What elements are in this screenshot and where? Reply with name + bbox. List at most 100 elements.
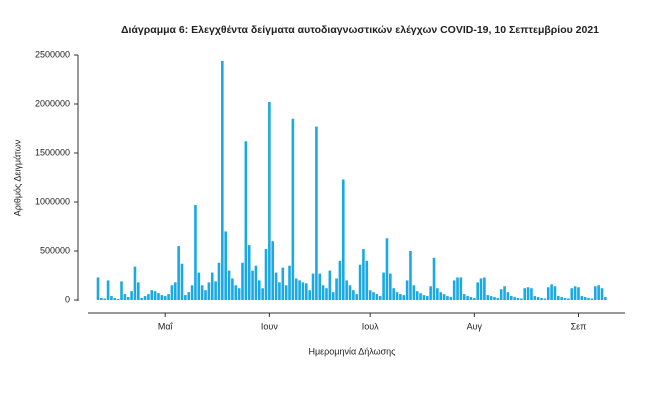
bar	[523, 288, 527, 300]
bar	[593, 286, 597, 300]
bar	[486, 295, 490, 300]
bar	[318, 273, 322, 300]
bar	[459, 277, 463, 300]
bar	[261, 288, 264, 300]
bar	[567, 298, 570, 300]
bar	[278, 282, 281, 300]
bar	[442, 294, 446, 300]
bar	[120, 281, 123, 300]
bar	[553, 286, 557, 300]
bar	[557, 296, 560, 300]
bar	[247, 245, 251, 300]
bar	[533, 296, 537, 300]
y-tick-label: 500000	[40, 245, 70, 255]
bar	[311, 273, 315, 300]
bar	[113, 298, 117, 300]
bar	[288, 265, 291, 300]
bar	[362, 249, 365, 300]
bar	[365, 260, 369, 300]
bar	[368, 290, 372, 300]
bar	[143, 296, 147, 300]
bar	[348, 285, 352, 300]
bar	[604, 297, 607, 300]
bar	[506, 292, 510, 300]
bar	[422, 295, 426, 300]
bar	[331, 292, 335, 300]
bar	[577, 287, 580, 300]
bar	[180, 263, 184, 300]
bar	[590, 298, 594, 300]
bar	[580, 296, 584, 300]
bar	[399, 294, 402, 300]
bar	[382, 272, 385, 300]
bar	[483, 277, 486, 300]
bar	[197, 272, 201, 300]
bar	[274, 272, 278, 300]
bar	[298, 280, 301, 300]
bar	[157, 293, 160, 300]
bar	[419, 293, 422, 300]
bar	[140, 298, 143, 300]
bar	[221, 60, 224, 300]
bar	[96, 277, 100, 300]
bar	[244, 141, 248, 300]
bar	[110, 296, 113, 300]
bar	[137, 282, 140, 300]
bar	[520, 298, 523, 300]
bar	[281, 267, 285, 300]
bar	[536, 297, 540, 300]
bar	[147, 294, 150, 300]
x-tick-label: Ιουν	[261, 321, 278, 331]
bar	[217, 262, 221, 300]
bar	[466, 296, 469, 300]
bar	[184, 295, 187, 300]
bar	[412, 285, 416, 300]
bar	[204, 290, 207, 300]
bar	[150, 290, 154, 300]
bar	[503, 286, 506, 300]
bar	[268, 102, 271, 300]
bar	[395, 292, 399, 300]
bar	[173, 282, 177, 300]
bar	[540, 298, 543, 300]
bar	[573, 286, 577, 300]
bar	[163, 296, 167, 300]
bar	[415, 291, 419, 300]
bar	[133, 266, 137, 300]
bar	[103, 298, 107, 300]
bar	[493, 297, 496, 300]
bar	[335, 278, 338, 300]
bar	[328, 270, 332, 300]
bar	[294, 278, 298, 300]
y-tick-label: 2500000	[35, 49, 70, 59]
bar	[301, 282, 305, 300]
bar	[126, 297, 130, 300]
bar	[409, 251, 412, 300]
bar	[479, 278, 483, 300]
bar	[187, 292, 191, 300]
x-tick-label: Αυγ	[467, 321, 483, 331]
bar	[194, 204, 197, 300]
bar	[271, 241, 275, 300]
y-tick-label: 2000000	[35, 98, 70, 108]
bar	[570, 288, 574, 300]
bar	[597, 285, 600, 300]
bar	[170, 285, 174, 300]
bar	[100, 298, 103, 300]
bar	[469, 297, 473, 300]
bar	[123, 294, 127, 300]
y-tick-label: 1500000	[35, 147, 70, 157]
bar	[214, 281, 217, 300]
bar	[190, 285, 194, 300]
bar	[496, 298, 500, 300]
y-tick-label: 1000000	[35, 196, 70, 206]
bar	[499, 289, 503, 300]
bar	[106, 280, 110, 300]
bar	[372, 292, 375, 300]
bar	[462, 294, 466, 300]
bar	[405, 280, 409, 300]
bar	[177, 246, 180, 300]
bar	[200, 285, 204, 300]
bar	[341, 179, 345, 300]
